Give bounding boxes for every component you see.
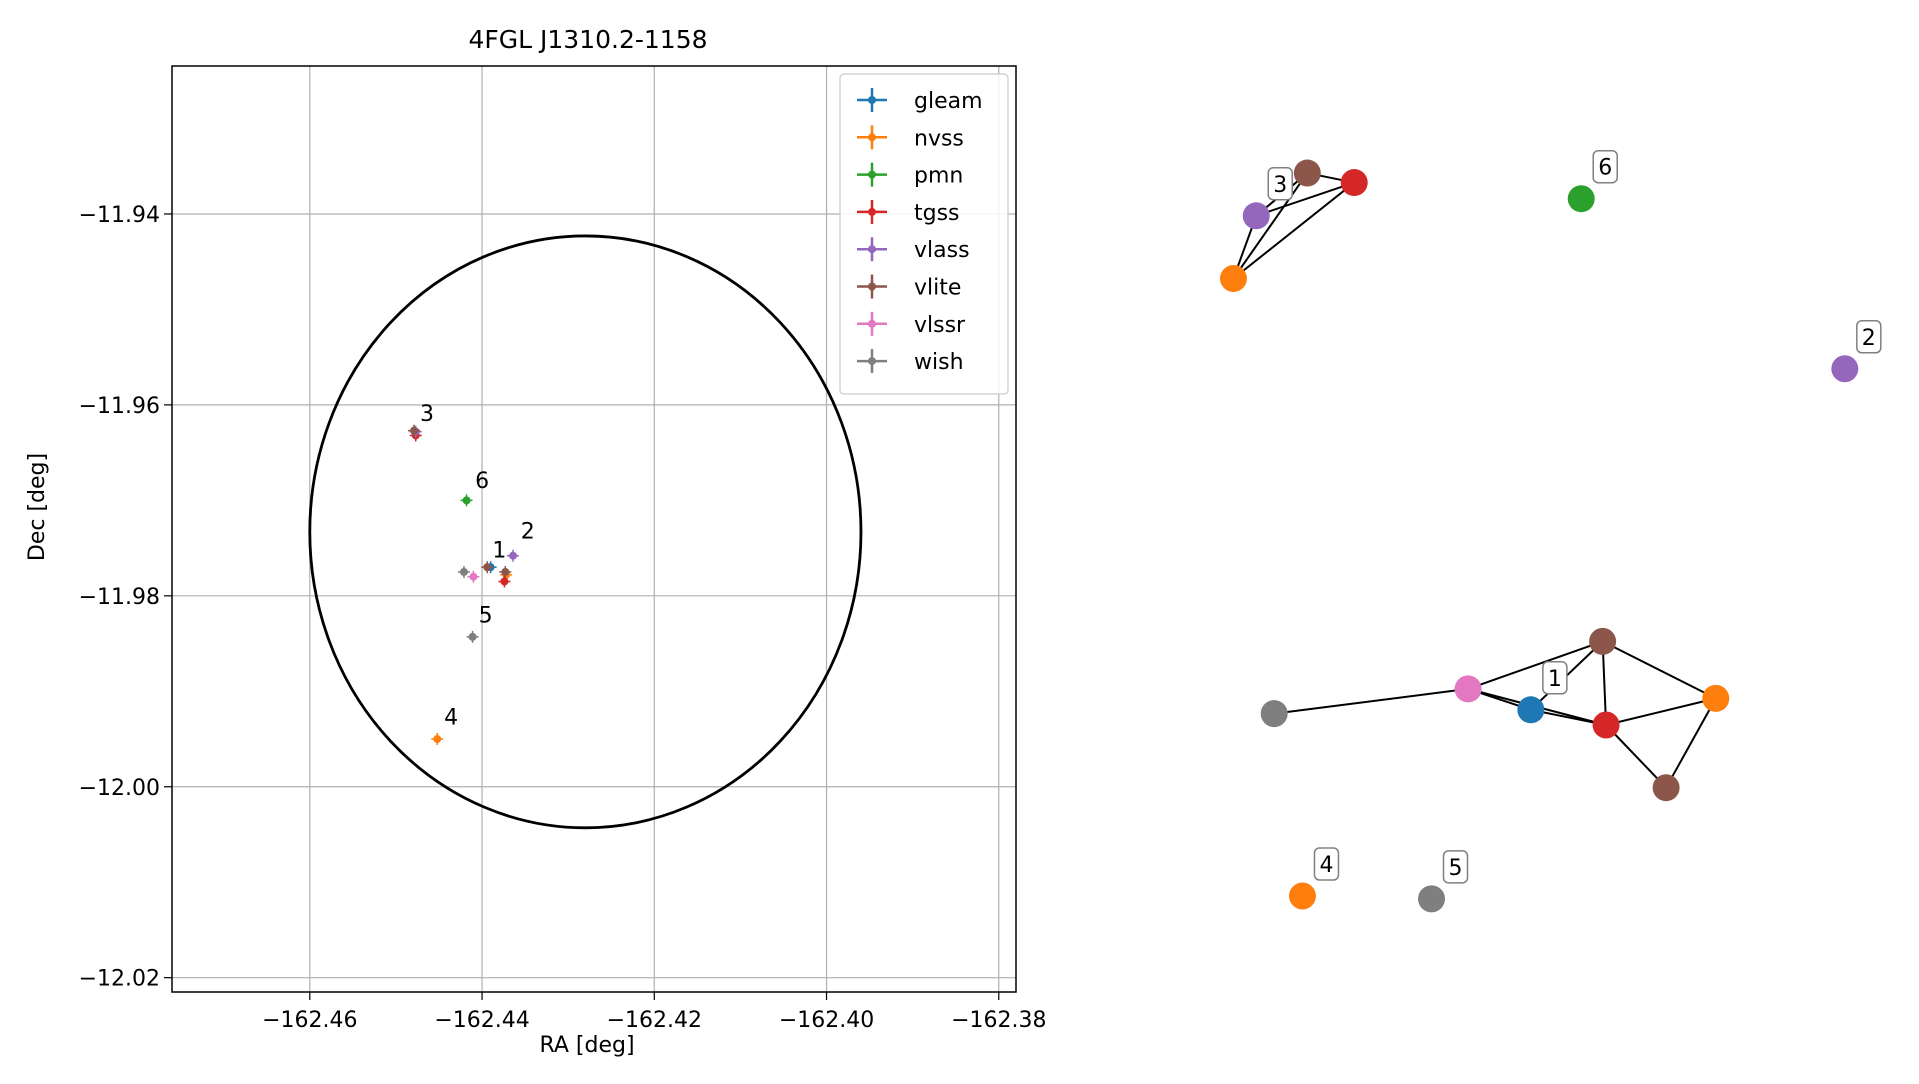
network-edge <box>1602 640 1717 700</box>
point-wish <box>459 567 468 576</box>
grid <box>172 66 1016 992</box>
plot-frame <box>171 65 1017 993</box>
network-edge <box>1601 641 1608 726</box>
y-tick-label: −12.00 <box>79 776 160 801</box>
point-wish <box>468 632 477 641</box>
legend-box <box>839 73 1009 395</box>
network-edge <box>1232 172 1309 280</box>
network-node <box>1517 696 1545 724</box>
legend-marker-dot-vlass <box>868 245 876 254</box>
legend-marker-dot-pmn <box>868 170 876 179</box>
x-tick-label: −162.46 <box>262 1008 357 1033</box>
point-annotation: 4 <box>444 706 458 731</box>
legend-marker-dot-nvss <box>868 133 876 142</box>
legend-marker-dot-gleam <box>868 96 876 104</box>
network-node <box>1589 627 1617 655</box>
network-node <box>1242 202 1270 230</box>
network-edge <box>1255 181 1355 217</box>
x-tick-label: −162.40 <box>779 1008 874 1033</box>
point-tgss <box>500 577 509 586</box>
group-label: 5 <box>1449 856 1463 881</box>
network-node <box>1652 774 1680 802</box>
x-tick-label: −162.44 <box>434 1008 529 1033</box>
legend-marker-dot-vlssr <box>868 319 876 328</box>
network-group-labels: 1 2 3 4 5 6 <box>1267 149 1882 884</box>
group-label-box <box>1542 661 1568 695</box>
legend-label-tgss: tgss <box>914 201 960 226</box>
legend-marker-dot-wish <box>868 357 876 366</box>
network-edge <box>1274 687 1469 715</box>
network-edge <box>1665 697 1717 789</box>
network-node <box>1831 355 1859 383</box>
x-tick-label: −162.38 <box>951 1008 1046 1033</box>
legend-marker-dot-tgss <box>868 207 876 216</box>
x-tick-label: −162.42 <box>607 1008 702 1033</box>
group-label: 2 <box>1862 326 1876 351</box>
network-panel: 1 2 3 4 5 6 <box>1219 149 1882 913</box>
point-vlssr <box>469 572 478 581</box>
y-tick-label: −11.96 <box>79 394 160 419</box>
point-annotation: 2 <box>521 520 535 545</box>
x-axis-ticks: −162.46 −162.44 −162.42 −162.40 −162.38 <box>262 992 1046 1033</box>
network-node <box>1702 684 1730 712</box>
group-label: 1 <box>1548 667 1562 692</box>
legend-label-pmn: pmn <box>914 164 963 189</box>
group-label: 6 <box>1598 156 1612 181</box>
group-label-box <box>1856 320 1882 354</box>
legend-label-gleam: gleam <box>914 89 983 114</box>
point-vlass <box>509 551 518 560</box>
legend: gleam nvss pmn tgss vlass vlite vlssr wish <box>839 73 1009 395</box>
network-node <box>1260 700 1288 728</box>
y-tick-label: −12.02 <box>79 967 160 992</box>
network-node <box>1454 675 1482 703</box>
network-node <box>1592 711 1620 739</box>
network-node <box>1340 169 1368 197</box>
legend-label-wish: wish <box>914 350 964 375</box>
x-axis-label: RA [deg] <box>539 1033 634 1058</box>
error-ellipse <box>308 234 863 830</box>
point-vlite <box>483 563 492 572</box>
point-vlite <box>410 426 419 435</box>
y-axis-ticks: −11.94 −11.96 −11.98 −12.00 −12.02 <box>79 203 172 992</box>
network-node <box>1288 882 1316 910</box>
error-ellipse-layer <box>308 234 863 830</box>
point-annotation: 1 <box>492 539 506 564</box>
point-vlite <box>501 567 510 576</box>
chart-title: 4FGL J1310.2-1158 <box>468 25 707 54</box>
network-edge <box>1605 697 1717 726</box>
network-node <box>1567 185 1595 213</box>
group-label: 4 <box>1319 853 1333 878</box>
point-annotation: 6 <box>475 469 489 494</box>
point-annotation: 5 <box>479 604 493 629</box>
point-annotation: 3 <box>420 402 434 427</box>
network-node <box>1418 885 1445 913</box>
network-node <box>1293 159 1321 187</box>
legend-label-nvss: nvss <box>914 126 964 151</box>
data-points <box>408 424 520 746</box>
point-pmn <box>462 496 471 505</box>
network-nodes <box>1219 159 1859 913</box>
point-annotations: 12 3 4 5 6 <box>420 402 535 731</box>
legend-label-vlite: vlite <box>914 276 961 301</box>
y-axis-label: Dec [deg] <box>25 453 50 561</box>
network-edge <box>1232 181 1355 280</box>
network-edge <box>1467 640 1603 690</box>
group-label-box <box>1267 167 1293 201</box>
point-nvss <box>433 735 442 744</box>
group-label-box <box>1442 850 1469 884</box>
y-tick-label: −11.98 <box>79 585 160 610</box>
group-label-box <box>1592 149 1618 184</box>
network-edge <box>1605 724 1667 789</box>
network-node <box>1219 265 1247 292</box>
group-label-box <box>1313 847 1340 881</box>
legend-marker-dot-vlite <box>868 282 876 291</box>
y-tick-label: −11.94 <box>79 203 160 228</box>
group-label: 3 <box>1273 173 1287 198</box>
legend-label-vlass: vlass <box>914 238 970 263</box>
legend-label-vlssr: vlssr <box>914 313 966 338</box>
